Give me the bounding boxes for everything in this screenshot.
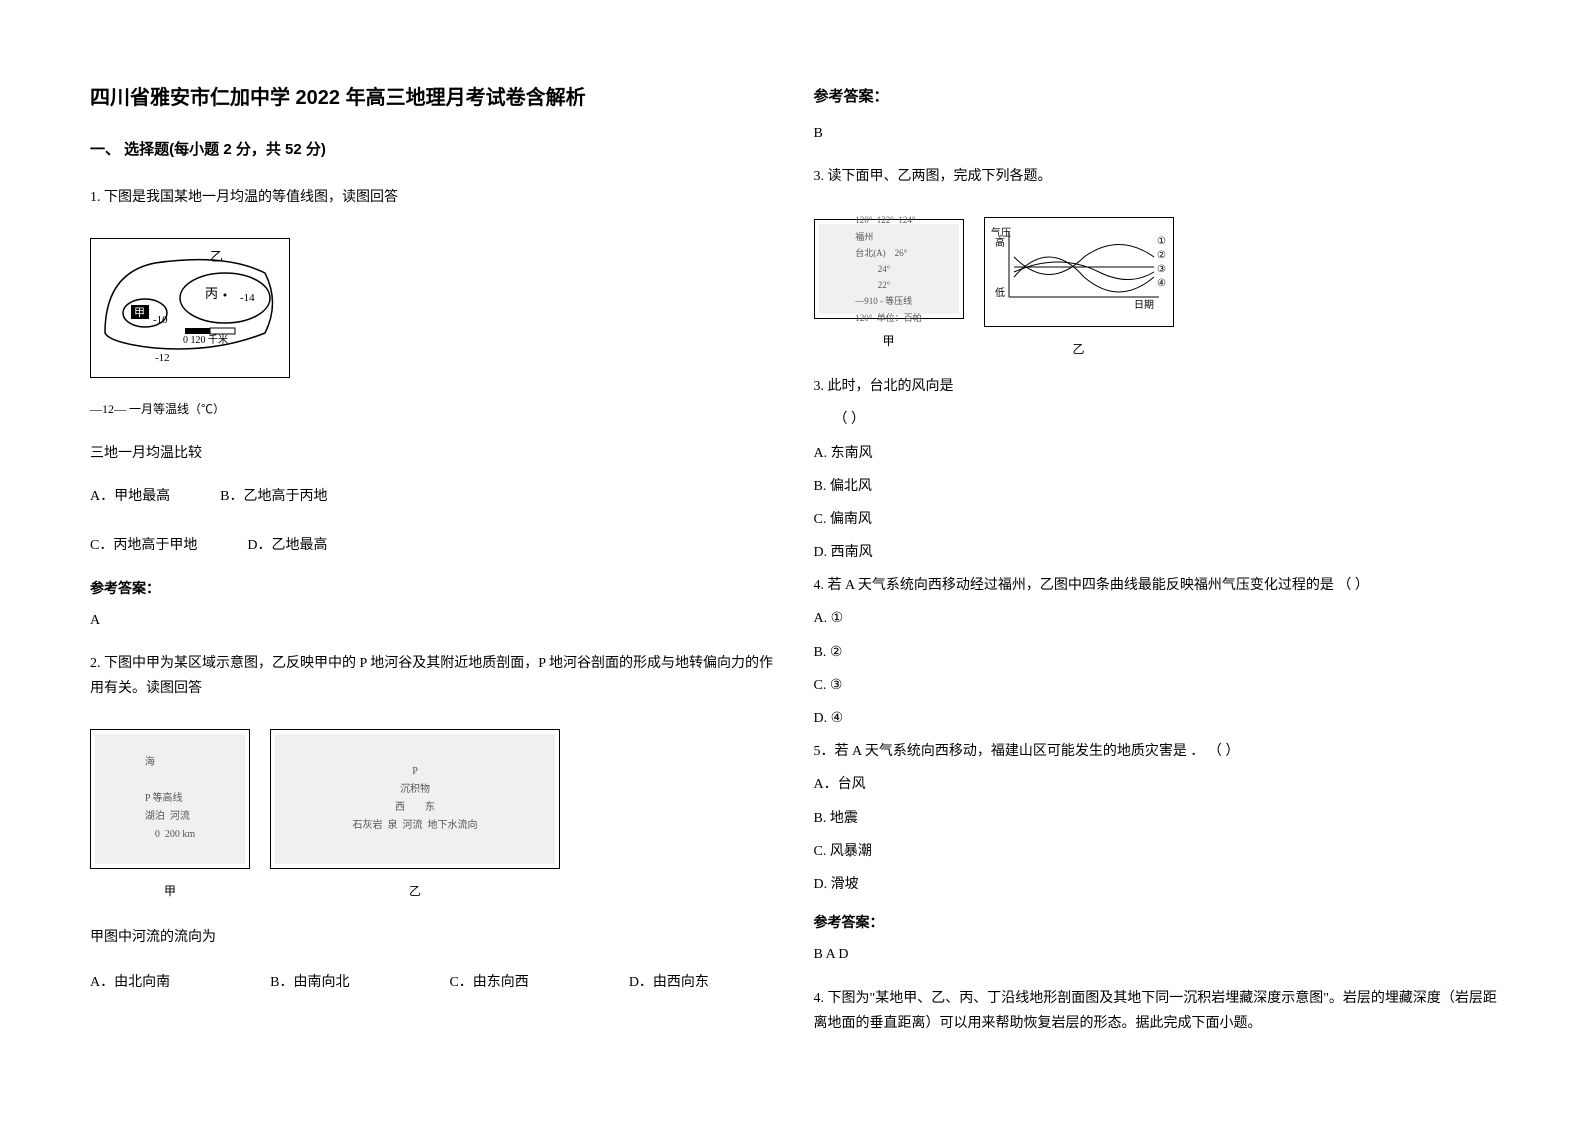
q3-1-a: A. 东南风 bbox=[814, 441, 1498, 466]
left-column: 四川省雅安市仁加中学 2022 年高三地理月考试卷含解析 一、 选择题(每小题 … bbox=[90, 80, 774, 1042]
q3-2-b: B. ② bbox=[814, 640, 1498, 665]
q1-figure: 乙 丙 -14 甲 甲 -10 -12 0 120 千米 —12— 一月等温线（… bbox=[90, 228, 774, 421]
section-heading: 一、 选择题(每小题 2 分，共 52 分) bbox=[90, 136, 774, 163]
q3-stem: 3. 读下面甲、乙两图，完成下列各题。 bbox=[814, 164, 1498, 189]
q2-fig-jia-label: 甲 bbox=[90, 881, 250, 903]
label-10: -10 bbox=[153, 314, 168, 326]
q2-sub: 甲图中河流的流向为 bbox=[90, 925, 774, 950]
q2-opt-d: D．由西向东 bbox=[629, 970, 709, 995]
svg-text:甲: 甲 bbox=[134, 307, 145, 319]
q3-answer: B A D bbox=[814, 942, 1498, 967]
svg-text:低: 低 bbox=[995, 286, 1005, 299]
q1-opts-row2: C．丙地高于甲地 D．乙地最高 bbox=[90, 533, 774, 558]
q2-fig-yi-wrap: P 沉积物 西 东 石灰岩 泉 河流 地下水流向 乙 bbox=[270, 719, 560, 903]
q1-opt-c: C．丙地高于甲地 bbox=[90, 533, 197, 558]
q3-2-a: A. ① bbox=[814, 606, 1498, 631]
right-column: 参考答案： B 3. 读下面甲、乙两图，完成下列各题。 120° 122° 12… bbox=[814, 80, 1498, 1042]
q3-3-a: A．台风 bbox=[814, 772, 1498, 797]
q3-2-c: C. ③ bbox=[814, 673, 1498, 698]
label-14: -14 bbox=[240, 292, 255, 304]
q2-fig-jia: 海 P 等高线 湖泊 河流 0 200 km bbox=[95, 734, 245, 864]
svg-text:②: ② bbox=[1157, 250, 1166, 261]
label-bing: 丙 bbox=[205, 286, 218, 301]
label-yi: 乙 bbox=[210, 249, 223, 264]
right-ref-title: 参考答案： bbox=[814, 84, 1498, 111]
q3-3-d: D. 滑坡 bbox=[814, 872, 1498, 897]
q2-opt-b: B．由南向北 bbox=[270, 970, 349, 995]
q1-sub: 三地一月均温比较 bbox=[90, 441, 774, 466]
q4-stem: 4. 下图为"某地甲、乙、丙、丁沿线地形剖面图及其地下同一沉积岩埋藏深度示意图"… bbox=[814, 986, 1498, 1036]
q1-answer: A bbox=[90, 608, 774, 633]
q3-3-b: B. 地震 bbox=[814, 806, 1498, 831]
q2-answer: B bbox=[814, 121, 1498, 146]
q3-figures: 120° 122° 124° 福州 台北(A) 26° 24° 22° —910… bbox=[814, 207, 1498, 360]
q3-1-d: D. 西南风 bbox=[814, 540, 1498, 565]
scale-text: 0 120 千米 bbox=[183, 333, 228, 346]
q3-3-stem: 5．若 A 天气系统向西移动，福建山区可能发生的地质灾害是 ． （ ） bbox=[814, 739, 1498, 764]
q3-fig-yi-label: 乙 bbox=[984, 339, 1174, 361]
q1-opts-row1: A．甲地最高 B．乙地高于丙地 bbox=[90, 484, 774, 509]
q3-fig-jia: 120° 122° 124° 福州 台北(A) 26° 24° 22° —910… bbox=[819, 224, 959, 314]
q1-answer-label: 参考答案： bbox=[90, 577, 774, 602]
q1-opt-b: B．乙地高于丙地 bbox=[220, 484, 327, 509]
q3-1-stem: 3. 此时，台北的风向是 bbox=[814, 374, 1498, 399]
q3-fig-jia-wrap: 120° 122° 124° 福州 台北(A) 26° 24° 22° —910… bbox=[814, 207, 964, 352]
label-12: -12 bbox=[155, 352, 170, 364]
q1-legend: —12— 一月等温线（℃） bbox=[90, 399, 774, 421]
q3-pressure-chart: 气压 高 低 日期 ① ② ③ ④ bbox=[989, 222, 1169, 312]
q3-fig-jia-label: 甲 bbox=[814, 331, 964, 353]
q3-1-c: C. 偏南风 bbox=[814, 507, 1498, 532]
q2-opt-c: C．由东向西 bbox=[449, 970, 528, 995]
q2-figures: 海 P 等高线 湖泊 河流 0 200 km 甲 P 沉积物 西 东 石灰岩 泉… bbox=[90, 719, 774, 903]
q2-fig-jia-wrap: 海 P 等高线 湖泊 河流 0 200 km 甲 bbox=[90, 719, 250, 903]
svg-text:高: 高 bbox=[995, 236, 1005, 249]
q3-3-c: C. 风暴潮 bbox=[814, 839, 1498, 864]
q3-answer-label: 参考答案： bbox=[814, 911, 1498, 936]
q2-fig-yi-label: 乙 bbox=[270, 881, 560, 903]
q3-2-stem: 4. 若 A 天气系统向西移动经过福州，乙图中四条曲线最能反映福州气压变化过程的… bbox=[814, 573, 1498, 598]
q2-opts-row: A．由北向南 B．由南向北 C．由东向西 D．由西向东 bbox=[90, 970, 774, 995]
q3-1-b: B. 偏北风 bbox=[814, 474, 1498, 499]
page-title: 四川省雅安市仁加中学 2022 年高三地理月考试卷含解析 bbox=[90, 80, 774, 116]
q1-stem: 1. 下图是我国某地一月均温的等值线图，读图回答 bbox=[90, 185, 774, 210]
q2-fig-yi: P 沉积物 西 东 石灰岩 泉 河流 地下水流向 bbox=[275, 734, 555, 864]
svg-text:①: ① bbox=[1157, 236, 1166, 247]
q2-stem: 2. 下图中甲为某区域示意图，乙反映甲中的 P 地河谷及其附近地质剖面，P 地河… bbox=[90, 651, 774, 701]
q3-fig-yi-wrap: 气压 高 低 日期 ① ② ③ ④ 乙 bbox=[984, 207, 1174, 360]
q3-2-d: D. ④ bbox=[814, 706, 1498, 731]
contour-map-svg: 乙 丙 -14 甲 甲 -10 -12 0 120 千米 bbox=[95, 243, 285, 373]
svg-text:③: ③ bbox=[1157, 264, 1166, 275]
svg-text:日期: 日期 bbox=[1134, 299, 1154, 311]
q2-opt-a: A．由北向南 bbox=[90, 970, 170, 995]
svg-text:④: ④ bbox=[1157, 278, 1166, 289]
q1-opt-a: A．甲地最高 bbox=[90, 484, 170, 509]
q1-opt-d: D．乙地最高 bbox=[247, 533, 327, 558]
q3-1-paren: （ ） bbox=[834, 407, 1498, 432]
